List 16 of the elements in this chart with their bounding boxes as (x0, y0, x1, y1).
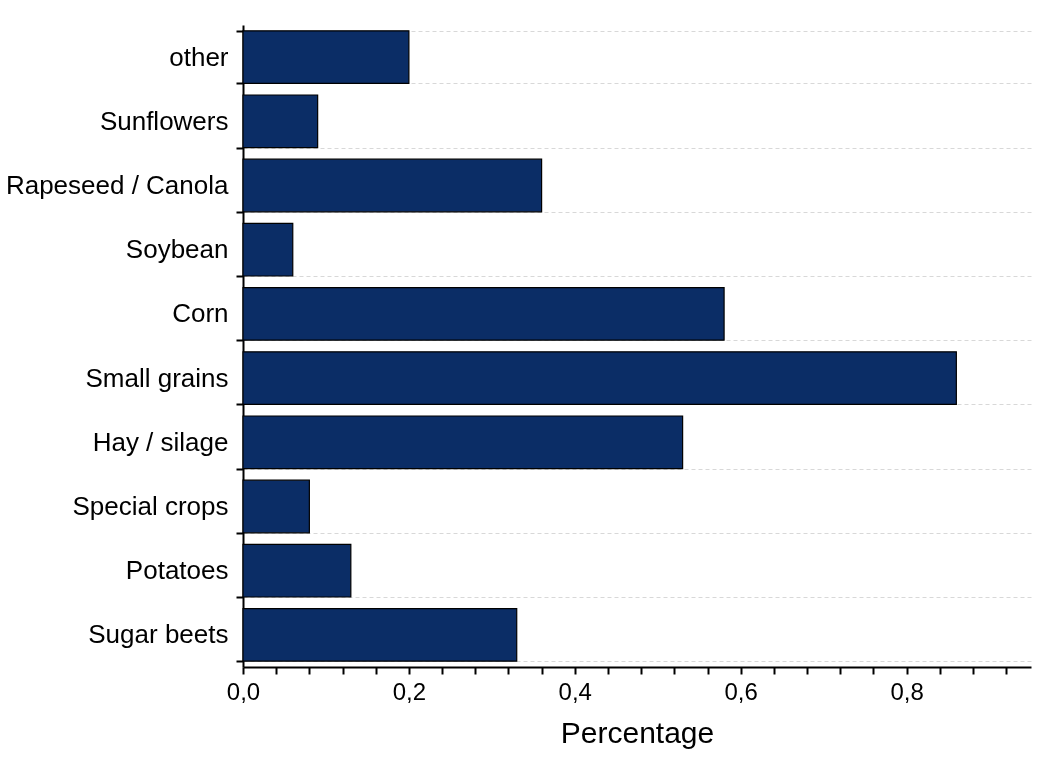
y-tick-label: Hay / silage (92, 426, 229, 457)
x-tick-label: 0,2 (392, 677, 427, 705)
y-tick-label: Sugar beets (88, 619, 229, 650)
x-tick-label: 0,8 (890, 677, 924, 705)
y-tick-label: Potatoes (125, 555, 229, 586)
x-tick-label: 0,0 (226, 677, 261, 705)
y-tick-label: Small grains (85, 362, 229, 393)
y-tick-label: Rapeseed / Canola (5, 170, 230, 200)
x-tick-label: 0,6 (724, 677, 758, 705)
y-tick-label: other (169, 41, 229, 72)
y-tick-label: Sunflowers (99, 105, 229, 136)
y-tick-label: Corn (172, 298, 229, 329)
x-axis-title: Percentage (560, 715, 715, 749)
y-tick-label: Soybean (125, 234, 229, 265)
x-tick-label: 0,4 (558, 677, 592, 705)
y-tick-label: Special crops (72, 491, 229, 521)
